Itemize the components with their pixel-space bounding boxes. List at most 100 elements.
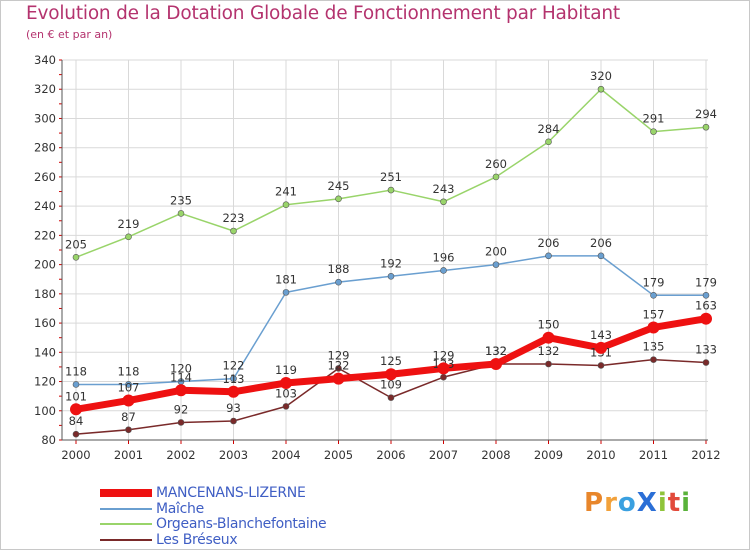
data-point (437, 362, 450, 375)
data-label: 114 (170, 370, 192, 384)
data-label: 113 (223, 372, 245, 386)
data-label: 132 (538, 344, 560, 358)
data-label: 163 (695, 299, 717, 313)
data-point (230, 417, 237, 425)
x-tick-label: 2012 (691, 448, 720, 462)
data-label: 118 (65, 364, 87, 378)
legend-swatch (100, 523, 152, 525)
data-point (125, 426, 132, 434)
data-point (545, 252, 552, 260)
data-point (280, 377, 292, 389)
data-point (175, 384, 187, 397)
data-point (700, 312, 712, 325)
data-label: 125 (380, 354, 402, 368)
data-label: 192 (380, 256, 402, 270)
data-label: 101 (65, 389, 87, 403)
data-point (227, 385, 240, 398)
data-point (597, 252, 605, 260)
data-label: 92 (174, 402, 189, 416)
data-point (122, 394, 135, 407)
data-label: 133 (695, 343, 717, 357)
y-tick-label: 220 (34, 228, 56, 242)
x-tick-label: 2006 (376, 448, 405, 462)
data-label: 200 (485, 245, 507, 259)
data-label: 119 (275, 363, 297, 377)
chart-subtitle: (en € et par an) (26, 28, 113, 41)
data-label: 129 (433, 348, 455, 362)
data-label: 243 (433, 182, 455, 196)
x-tick-label: 2008 (481, 448, 510, 462)
data-point (72, 430, 80, 438)
y-tick-label: 160 (34, 316, 56, 330)
data-point (647, 321, 660, 334)
data-point (702, 292, 710, 299)
y-tick-label: 240 (34, 199, 56, 213)
y-tick-label: 280 (34, 141, 56, 155)
data-point (597, 85, 605, 93)
data-point (440, 267, 447, 274)
data-label: 188 (328, 262, 350, 276)
data-label: 150 (538, 318, 560, 332)
legend-swatch (100, 507, 152, 510)
data-point (72, 254, 80, 261)
y-tick-label: 80 (41, 433, 56, 447)
data-label: 235 (170, 193, 192, 207)
data-label: 196 (433, 250, 455, 264)
data-point (230, 375, 237, 382)
logo-letter: t (667, 488, 682, 518)
legend-label: MANCENANS-LIZERNE (156, 485, 306, 501)
y-tick-label: 200 (34, 258, 56, 272)
data-point (387, 186, 395, 194)
x-tick-label: 2010 (586, 448, 615, 462)
data-label: 251 (380, 170, 402, 184)
legend-swatch (100, 538, 152, 541)
x-tick-label: 2000 (61, 448, 90, 462)
y-tick-label: 340 (34, 53, 56, 67)
data-label: 291 (643, 112, 665, 126)
logo-letter: X (636, 488, 658, 518)
data-point (492, 261, 500, 268)
data-label: 107 (118, 381, 140, 395)
data-label: 320 (590, 69, 612, 83)
data-label: 179 (695, 275, 717, 289)
data-point (490, 358, 502, 370)
data-label: 87 (121, 410, 136, 424)
data-point (125, 233, 132, 241)
data-point (335, 365, 342, 372)
data-label: 118 (118, 364, 140, 378)
x-tick-label: 2009 (534, 448, 563, 462)
x-tick-label: 2003 (219, 448, 248, 462)
logo-letter: P (584, 488, 605, 518)
legend-label: Maîche (156, 500, 204, 517)
data-label: 109 (380, 378, 402, 392)
data-label: 143 (590, 328, 612, 342)
x-tick-label: 2005 (324, 448, 353, 462)
data-point (492, 173, 500, 181)
data-label: 120 (170, 362, 192, 376)
data-point (387, 273, 395, 280)
y-tick-label: 300 (34, 111, 56, 125)
data-label: 157 (643, 307, 665, 321)
data-point (282, 289, 290, 296)
data-point (177, 419, 185, 426)
y-tick-label: 320 (34, 82, 56, 96)
data-point (72, 381, 80, 388)
line-chart: 80 100 120 140 160 180 200 220 240 260 280 300 320 34… (34, 53, 721, 462)
data-point (597, 362, 605, 369)
data-label: 294 (695, 107, 717, 121)
logo-letter: i (681, 488, 692, 518)
data-label: 245 (328, 179, 350, 193)
y-tick-label: 140 (34, 345, 56, 359)
data-point (440, 373, 447, 381)
data-label: 260 (485, 157, 507, 171)
data-label: 132 (485, 344, 507, 358)
data-point (650, 292, 657, 299)
data-label: 219 (118, 217, 140, 231)
data-label: 132 (485, 344, 507, 358)
x-tick-label: 2004 (271, 448, 300, 462)
data-label: 103 (275, 386, 297, 400)
logo-letter: r (604, 488, 618, 518)
data-label: 179 (643, 275, 665, 289)
data-label: 84 (69, 414, 84, 428)
